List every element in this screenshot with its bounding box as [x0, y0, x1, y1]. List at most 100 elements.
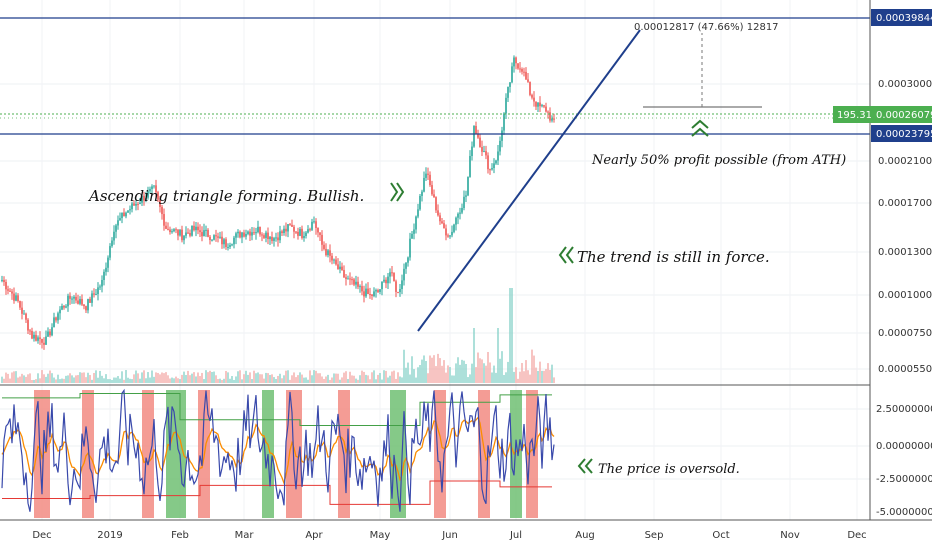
- candle-body: [251, 232, 253, 236]
- candle-body: [487, 155, 489, 170]
- volume-bar: [383, 370, 385, 383]
- time-axis: Dec 2019 Feb Mar Apr May Jun Jul Aug Sep…: [32, 530, 866, 541]
- volume-bar: [139, 378, 141, 383]
- volume-bar: [69, 373, 71, 383]
- volume-bar: [115, 377, 117, 383]
- candle-body: [493, 163, 495, 169]
- volume-bar: [487, 352, 489, 383]
- candle-body: [447, 235, 449, 237]
- volume-bar: [355, 378, 357, 383]
- volume-bar: [275, 379, 277, 383]
- candle-body: [143, 195, 145, 201]
- volume-bar: [287, 370, 289, 383]
- volume-bar: [177, 378, 179, 383]
- volume-bar: [193, 372, 195, 383]
- overbought-band: [262, 390, 274, 518]
- volume-bar: [545, 369, 547, 383]
- candle-body: [219, 236, 221, 238]
- volume-bar: [451, 375, 453, 383]
- volume-bar: [247, 374, 249, 383]
- candle-body: [347, 278, 349, 280]
- candle-body: [527, 79, 529, 82]
- candle-body: [467, 176, 469, 196]
- candle-body: [227, 246, 229, 248]
- candle-body: [411, 233, 413, 239]
- candle-body: [451, 231, 453, 236]
- candle-body: [377, 290, 379, 292]
- candle-body: [371, 294, 373, 296]
- volume-bar: [517, 378, 519, 383]
- volume-bar: [229, 378, 231, 383]
- candle-body: [155, 185, 157, 193]
- volume-bar: [103, 378, 105, 383]
- candle-body: [395, 281, 397, 292]
- volume-bar: [11, 372, 13, 383]
- candle-body: [161, 206, 163, 215]
- candle-body: [461, 207, 463, 213]
- volume-bar: [443, 360, 445, 383]
- volume-bar: [151, 370, 153, 383]
- volume-bar: [93, 372, 95, 383]
- candle-body: [513, 57, 515, 67]
- volume-bar: [55, 379, 57, 383]
- candle-body: [529, 81, 531, 95]
- candle-body: [297, 231, 299, 236]
- candle-body: [11, 291, 13, 294]
- candle-body: [73, 296, 75, 299]
- candle-body: [459, 212, 461, 214]
- volume-bar: [207, 372, 209, 383]
- volume-bar: [285, 370, 287, 383]
- candle-body: [191, 225, 193, 236]
- candle-body: [181, 229, 183, 241]
- volume-bar: [379, 373, 381, 383]
- candle-body: [433, 194, 435, 198]
- candle-body: [57, 313, 59, 321]
- candle-body: [399, 289, 401, 293]
- candle-body: [41, 338, 43, 343]
- candle-body: [373, 291, 375, 296]
- volume-bar: [413, 369, 415, 383]
- volume-bar: [385, 370, 387, 383]
- volume-bar: [537, 370, 539, 383]
- volume-bar: [407, 362, 409, 383]
- candle-body: [391, 272, 393, 274]
- candle-body: [269, 236, 271, 240]
- volume-bar: [541, 370, 543, 383]
- candle-body: [185, 232, 187, 236]
- candle-body: [409, 238, 411, 258]
- volume-bar: [121, 371, 123, 383]
- candle-body: [71, 298, 73, 300]
- volume-bar: [327, 374, 329, 383]
- volume-bar: [143, 370, 145, 383]
- candle-body: [311, 221, 313, 230]
- candle-body: [339, 266, 341, 270]
- volume-bar: [281, 378, 283, 383]
- volume-bar: [549, 369, 551, 383]
- candle-body: [321, 234, 323, 245]
- candle-body: [419, 195, 421, 210]
- candle-body: [177, 229, 179, 236]
- volume-bar: [395, 378, 397, 383]
- volume-bar: [5, 372, 7, 383]
- volume-bar: [293, 372, 295, 383]
- candle-body: [133, 203, 135, 206]
- volume-bar: [53, 377, 55, 383]
- volume-bar: [89, 375, 91, 383]
- candle-body: [193, 225, 195, 231]
- volume-bar: [361, 370, 363, 383]
- volume-bar: [9, 378, 11, 383]
- candle-body: [165, 225, 167, 229]
- candle-body: [551, 118, 553, 121]
- chevron-right-double-icon: [390, 182, 405, 202]
- candle-body: [179, 229, 181, 236]
- candle-body: [263, 235, 265, 238]
- volume-bar: [39, 378, 41, 383]
- candle-body: [145, 197, 147, 201]
- volume-bar: [133, 374, 135, 383]
- volume-bar: [377, 374, 379, 383]
- time-tick-label: Feb: [171, 530, 189, 541]
- candle-body: [547, 111, 549, 113]
- candle-body: [329, 250, 331, 256]
- candle-body: [1, 279, 3, 281]
